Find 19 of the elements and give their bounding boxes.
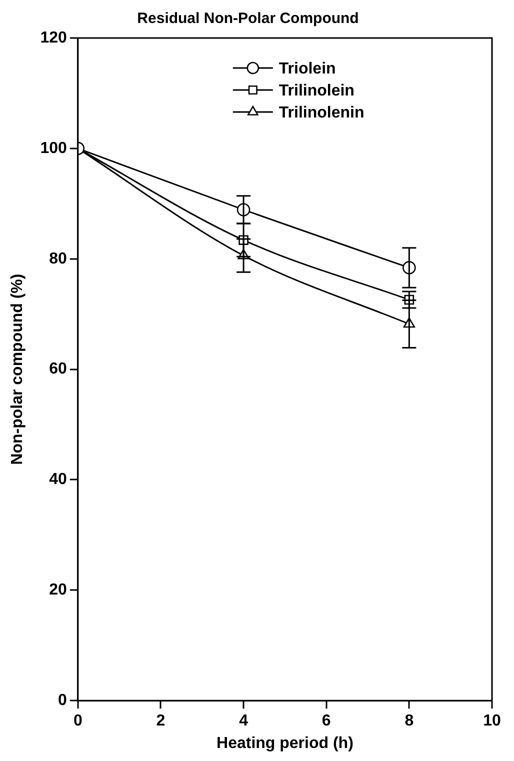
chart-title: Residual Non-Polar Compound <box>137 10 359 28</box>
x-tick-label: 8 <box>404 712 414 730</box>
x-tick-label: 4 <box>239 712 248 730</box>
legend-label: Trilinolein <box>278 82 354 100</box>
x-axis-title: Heating period (h) <box>216 734 354 752</box>
y-tick-label: 20 <box>49 582 67 599</box>
x-tick-label: 2 <box>156 712 166 730</box>
y-axis-title: Non-polar compound (%) <box>9 274 26 465</box>
legend-label: Triolein <box>278 60 336 78</box>
y-tick-label: 80 <box>49 250 67 268</box>
y-tick-label: 40 <box>49 471 67 488</box>
legend-label: Trilinolenin <box>278 104 364 122</box>
y-tick-label: 100 <box>40 140 67 157</box>
x-tick-label: 6 <box>322 712 331 730</box>
y-tick-label: 120 <box>40 29 67 46</box>
x-tick-label: 0 <box>73 712 82 730</box>
x-tick-label: 10 <box>483 712 501 730</box>
y-tick-label: 0 <box>58 692 67 710</box>
y-tick-label: 60 <box>49 360 67 378</box>
